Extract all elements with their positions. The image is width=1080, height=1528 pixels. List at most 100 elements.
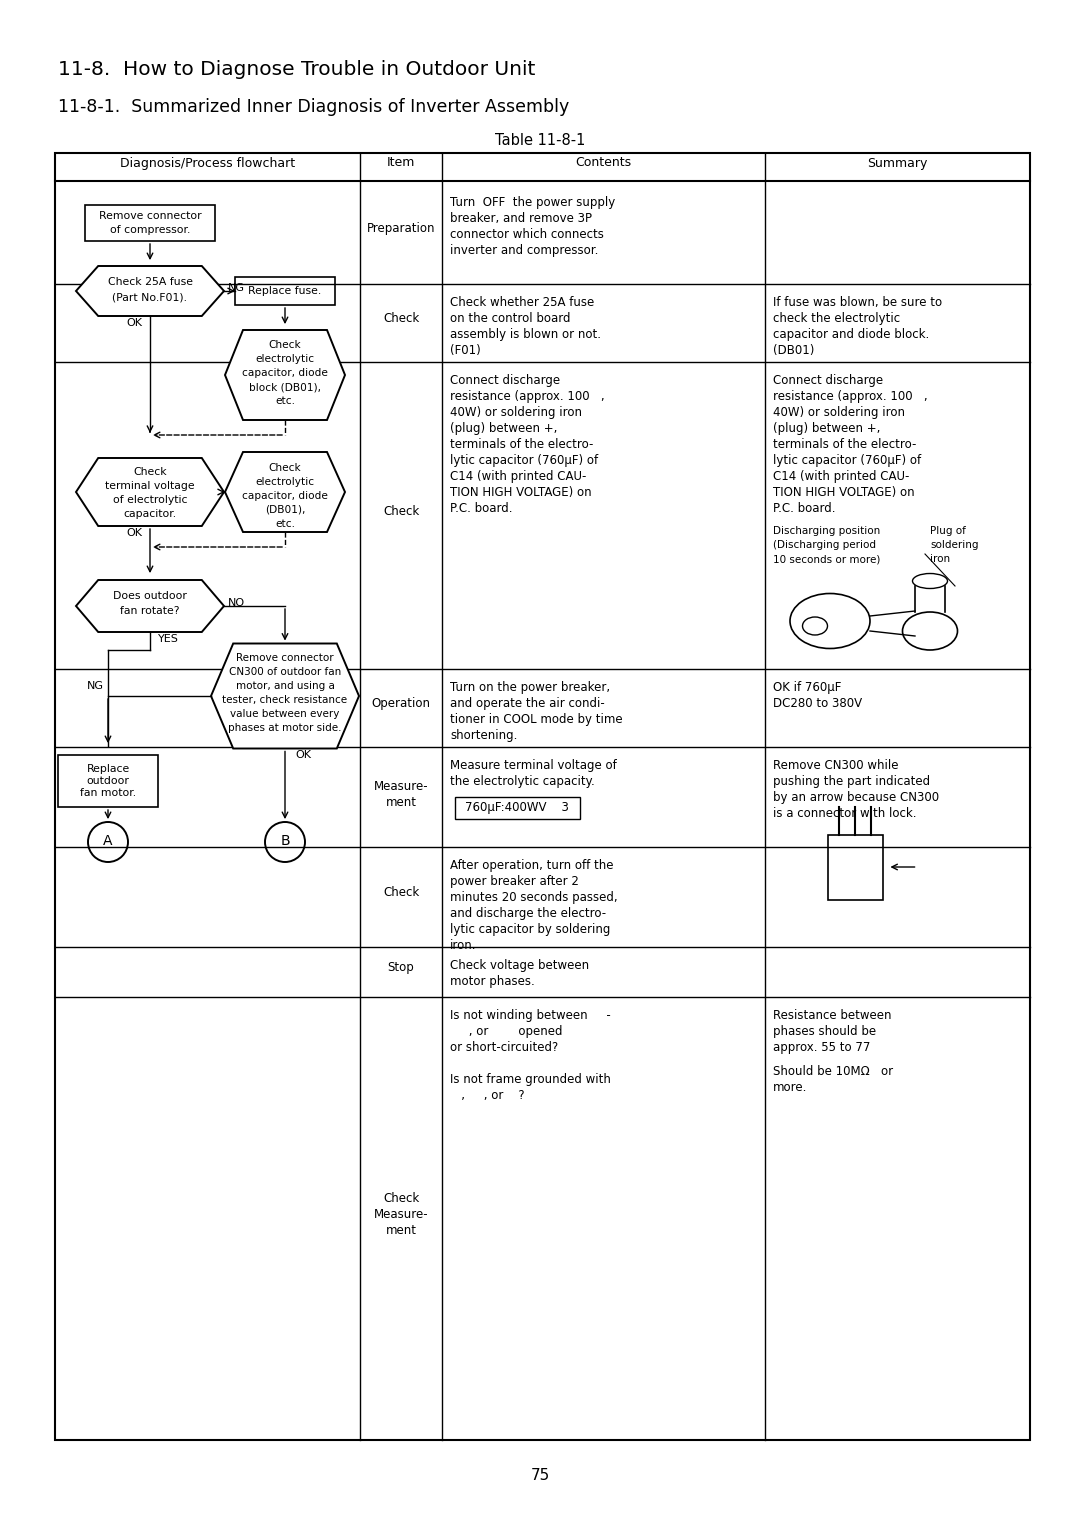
Polygon shape [76, 266, 224, 316]
Text: fan rotate?: fan rotate? [120, 607, 179, 616]
Text: OK: OK [126, 318, 141, 329]
Text: NG: NG [87, 681, 104, 691]
Text: , or        opened: , or opened [450, 1025, 563, 1038]
Text: capacitor, diode: capacitor, diode [242, 368, 328, 377]
Text: Replace: Replace [86, 764, 130, 775]
Text: C14 (with printed CAU-: C14 (with printed CAU- [450, 471, 586, 483]
Text: on the control board: on the control board [450, 312, 570, 325]
Text: (plug) between +,: (plug) between +, [773, 422, 880, 435]
Text: Operation: Operation [372, 697, 431, 711]
Text: Table 11-8-1: Table 11-8-1 [495, 133, 585, 148]
Text: Should be 10MΩ   or: Should be 10MΩ or [773, 1065, 893, 1077]
Text: CN300 of outdoor fan: CN300 of outdoor fan [229, 668, 341, 677]
Bar [85, 205, 215, 241]
Text: NG: NG [228, 283, 245, 293]
Text: iron.: iron. [450, 940, 476, 952]
Text: ,     , or    ?: , , or ? [450, 1089, 525, 1102]
Polygon shape [211, 643, 359, 749]
Text: capacitor.: capacitor. [123, 509, 176, 520]
Text: NG: NG [228, 484, 245, 494]
Text: (Discharging period: (Discharging period [773, 539, 876, 550]
Text: Check: Check [269, 463, 301, 474]
Text: block (DB01),: block (DB01), [249, 382, 321, 393]
Text: Connect discharge: Connect discharge [773, 374, 883, 387]
Bar [455, 798, 580, 819]
Text: etc.: etc. [275, 520, 295, 529]
Polygon shape [225, 330, 345, 420]
Text: Resistance between: Resistance between [773, 1008, 891, 1022]
Text: Plug of: Plug of [930, 526, 966, 536]
Text: power breaker after 2: power breaker after 2 [450, 876, 579, 888]
Bar [827, 834, 882, 900]
Text: soldering: soldering [930, 539, 978, 550]
Text: OK: OK [126, 529, 141, 538]
Text: 11-8.  How to Diagnose Trouble in Outdoor Unit: 11-8. How to Diagnose Trouble in Outdoor… [58, 60, 536, 79]
Text: Check: Check [383, 886, 419, 900]
Bar [58, 755, 158, 807]
Text: motor, and using a: motor, and using a [235, 681, 335, 691]
Text: If fuse was blown, be sure to: If fuse was blown, be sure to [773, 296, 942, 309]
Text: Stop: Stop [388, 961, 415, 975]
Text: assembly is blown or not.: assembly is blown or not. [450, 329, 600, 341]
Text: outdoor: outdoor [86, 776, 130, 785]
Text: Check: Check [383, 504, 419, 518]
Bar [235, 277, 335, 306]
Text: Check whether 25A fuse: Check whether 25A fuse [450, 296, 594, 309]
Text: capacitor and diode block.: capacitor and diode block. [773, 329, 929, 341]
Text: Check: Check [269, 341, 301, 350]
Text: 10 seconds or more): 10 seconds or more) [773, 555, 880, 564]
Text: resistance (approx. 100   ,: resistance (approx. 100 , [450, 390, 605, 403]
Text: phases at motor side.: phases at motor side. [228, 723, 341, 733]
Text: is a connector with lock.: is a connector with lock. [773, 807, 917, 821]
Text: B: B [280, 834, 289, 848]
Text: OK: OK [295, 750, 311, 761]
Polygon shape [76, 581, 224, 633]
Text: Check: Check [133, 468, 166, 477]
Text: approx. 55 to 77: approx. 55 to 77 [773, 1041, 870, 1054]
Text: Check: Check [383, 313, 419, 325]
Text: Preparation: Preparation [367, 222, 435, 235]
Text: terminal voltage: terminal voltage [105, 481, 194, 490]
Text: connector which connects: connector which connects [450, 228, 604, 241]
Text: Measure-: Measure- [374, 781, 429, 793]
Text: and discharge the electro-: and discharge the electro- [450, 908, 606, 920]
Text: fan motor.: fan motor. [80, 788, 136, 798]
Text: of electrolytic: of electrolytic [112, 495, 187, 504]
Text: Measure terminal voltage of: Measure terminal voltage of [450, 759, 617, 772]
Text: capacitor, diode: capacitor, diode [242, 490, 328, 501]
Text: shortening.: shortening. [450, 729, 517, 743]
Text: C14 (with printed CAU-: C14 (with printed CAU- [773, 471, 909, 483]
Text: ment: ment [386, 796, 417, 810]
Text: terminals of the electro-: terminals of the electro- [450, 439, 593, 451]
Text: lytic capacitor by soldering: lytic capacitor by soldering [450, 923, 610, 937]
Text: (Part No.F01).: (Part No.F01). [112, 292, 188, 303]
Text: (plug) between +,: (plug) between +, [450, 422, 557, 435]
Text: electrolytic: electrolytic [256, 354, 314, 364]
Text: by an arrow because CN300: by an arrow because CN300 [773, 792, 940, 804]
Text: After operation, turn off the: After operation, turn off the [450, 859, 613, 872]
Text: phases should be: phases should be [773, 1025, 876, 1038]
Text: Diagnosis/Process flowchart: Diagnosis/Process flowchart [120, 156, 295, 170]
Polygon shape [76, 458, 224, 526]
Text: Turn on the power breaker,: Turn on the power breaker, [450, 681, 610, 694]
Text: 40W) or soldering iron: 40W) or soldering iron [773, 406, 905, 419]
Text: (DB01): (DB01) [773, 344, 814, 358]
Text: motor phases.: motor phases. [450, 975, 535, 989]
Text: (DB01),: (DB01), [265, 504, 306, 515]
Text: breaker, and remove 3P: breaker, and remove 3P [450, 212, 592, 225]
Text: Connect discharge: Connect discharge [450, 374, 561, 387]
Text: lytic capacitor (760μF) of: lytic capacitor (760μF) of [450, 454, 598, 468]
Text: electrolytic: electrolytic [256, 477, 314, 487]
Text: OK if 760μF: OK if 760μF [773, 681, 841, 694]
Text: A: A [104, 834, 112, 848]
Text: more.: more. [773, 1080, 808, 1094]
Text: P.C. board.: P.C. board. [450, 503, 513, 515]
Text: Summary: Summary [867, 156, 928, 170]
Text: of compressor.: of compressor. [110, 225, 190, 235]
Bar [55, 153, 1030, 1439]
Text: 760μF:400WV    3: 760μF:400WV 3 [465, 802, 569, 814]
Text: resistance (approx. 100   ,: resistance (approx. 100 , [773, 390, 928, 403]
Text: lytic capacitor (760μF) of: lytic capacitor (760μF) of [773, 454, 921, 468]
Text: Discharging position: Discharging position [773, 526, 880, 536]
Text: Check voltage between: Check voltage between [450, 960, 589, 972]
